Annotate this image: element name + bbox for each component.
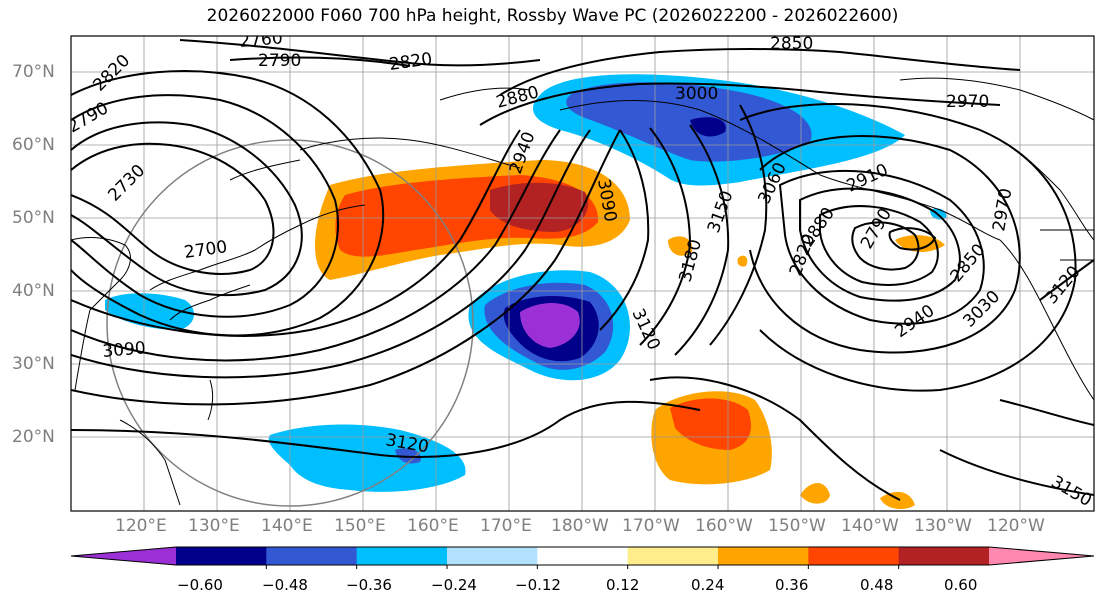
height-contours [71,39,1094,501]
contour-label: 3090 [102,338,147,362]
map-frame-border [70,35,1095,512]
lat-tick-20n: 20°N [12,427,55,447]
colorbar-swatch [537,547,629,565]
lon-tick-160e: 160°E [407,516,459,536]
colorbar-outline [70,546,1095,566]
colorbar-swatch [266,547,358,565]
colorbar-swatch [627,547,719,565]
lon-tick-170e: 170°E [480,516,532,536]
lat-tick-40n: 40°N [12,281,55,301]
colorbar-tick: 0.12 [606,576,640,594]
neg-anomaly-central-pacific-core [520,303,580,348]
colorbar-tick: −0.12 [515,576,561,594]
pos-anomaly-small-1 [668,236,693,256]
colorbar-tick: −0.60 [177,576,223,594]
lat-tick-70n: 70°N [12,62,55,82]
colorbar-swatch [808,547,900,565]
contour-label: 2970 [946,92,989,112]
lon-tick-170w: 170°W [622,516,680,536]
pos-anomaly-small-2 [895,235,945,252]
contour-label: 2790 [258,51,301,71]
neg-anomaly-north-pacific-deep [690,117,726,137]
colorbar-tick: 0.24 [691,576,725,594]
pos-anomaly-small-5 [737,255,748,267]
lon-tick-120e: 120°E [115,516,167,536]
colorbar-swatch [447,547,538,565]
pos-anomaly-asia-pacific-core [490,182,589,232]
lon-tick-130e: 130°E [188,516,240,536]
colorbar-swatch [356,547,448,565]
colorbar-swatch [176,547,267,565]
contour-label: 2760 [239,28,284,52]
lat-tick-30n: 30°N [12,354,55,374]
colorbar-tick: 0.36 [775,576,809,594]
reference-circle [106,139,474,507]
lon-tick-150w: 150°W [768,516,826,536]
pos-anomaly-small-3 [800,482,830,504]
colorbar-extend-low [71,547,176,565]
lon-tick-120w: 120°W [987,516,1045,536]
neg-anomaly-north-pacific-core [566,82,812,162]
lon-tick-160w: 160°W [695,516,753,536]
contour-label: 2850 [770,34,813,54]
lon-tick-140w: 140°W [841,516,899,536]
colorbar-tick: −0.24 [431,576,477,594]
lat-tick-60n: 60°N [12,135,55,155]
colorbar [70,546,1095,569]
colorbar-extend-high [989,547,1094,565]
neg-anomaly-tropics [268,424,466,492]
pos-anomaly-small-4 [880,491,915,510]
lon-tick-130w: 130°W [914,516,972,536]
map-title: 2026022000 F060 700 hPa height, Rossby W… [206,6,899,26]
gridlines [71,36,1094,511]
colorbar-tick: 0.60 [944,576,978,594]
lat-tick-50n: 50°N [12,208,55,228]
lon-tick-180w: 180°W [551,516,609,536]
colorbar-tick: −0.48 [262,576,308,594]
lon-tick-140e: 140°E [261,516,313,536]
contour-label: 3000 [675,84,718,104]
colorbar-swatch [718,547,809,565]
colorbar-tick: 0.48 [860,576,894,594]
colorbar-swatch [898,547,990,565]
lon-tick-150e: 150°E [334,516,386,536]
colorbar-tick: −0.36 [346,576,392,594]
